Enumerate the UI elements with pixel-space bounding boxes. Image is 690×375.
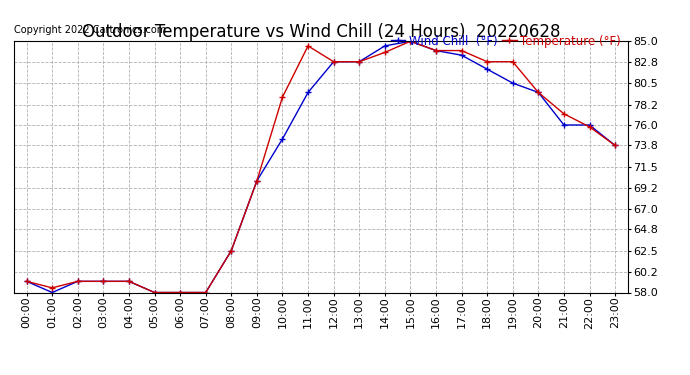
Temperature (°F)	[125, 279, 133, 284]
Temperature (°F)	[560, 112, 568, 116]
Wind Chill  (°F)	[227, 248, 235, 253]
Wind Chill  (°F)	[611, 143, 619, 148]
Wind Chill  (°F)	[585, 123, 593, 127]
Wind Chill  (°F)	[304, 90, 312, 94]
Temperature (°F)	[253, 178, 261, 183]
Wind Chill  (°F)	[483, 67, 491, 71]
Wind Chill  (°F)	[278, 137, 286, 141]
Temperature (°F)	[150, 290, 159, 295]
Wind Chill  (°F)	[48, 290, 57, 295]
Temperature (°F)	[201, 290, 210, 295]
Temperature (°F)	[432, 48, 440, 53]
Wind Chill  (°F)	[534, 90, 542, 94]
Temperature (°F)	[48, 286, 57, 290]
Temperature (°F)	[509, 60, 517, 64]
Wind Chill  (°F)	[125, 279, 133, 284]
Wind Chill  (°F)	[406, 39, 415, 44]
Wind Chill  (°F)	[560, 123, 568, 127]
Temperature (°F)	[611, 143, 619, 148]
Temperature (°F)	[278, 95, 286, 99]
Wind Chill  (°F)	[150, 290, 159, 295]
Temperature (°F)	[406, 39, 415, 44]
Temperature (°F)	[99, 279, 108, 284]
Temperature (°F)	[585, 124, 593, 129]
Wind Chill  (°F)	[509, 81, 517, 86]
Temperature (°F)	[534, 90, 542, 94]
Wind Chill  (°F)	[457, 53, 466, 57]
Temperature (°F)	[227, 248, 235, 253]
Wind Chill  (°F)	[330, 60, 338, 64]
Temperature (°F)	[330, 60, 338, 64]
Wind Chill  (°F)	[253, 178, 261, 183]
Wind Chill  (°F)	[432, 48, 440, 53]
Wind Chill  (°F)	[176, 290, 184, 295]
Line: Wind Chill  (°F): Wind Chill (°F)	[24, 39, 618, 295]
Wind Chill  (°F)	[23, 279, 31, 284]
Temperature (°F)	[23, 279, 31, 284]
Temperature (°F)	[304, 44, 312, 48]
Wind Chill  (°F)	[201, 290, 210, 295]
Temperature (°F)	[176, 290, 184, 295]
Temperature (°F)	[74, 279, 82, 284]
Temperature (°F)	[457, 48, 466, 53]
Text: Copyright 2022 Cartronics.com: Copyright 2022 Cartronics.com	[14, 25, 166, 35]
Wind Chill  (°F)	[381, 44, 389, 48]
Temperature (°F)	[381, 50, 389, 55]
Temperature (°F)	[483, 60, 491, 64]
Wind Chill  (°F)	[99, 279, 108, 284]
Title: Outdoor Temperature vs Wind Chill (24 Hours)  20220628: Outdoor Temperature vs Wind Chill (24 Ho…	[81, 23, 560, 41]
Wind Chill  (°F)	[355, 60, 364, 64]
Legend: Wind Chill  (°F), Temperature (°F): Wind Chill (°F), Temperature (°F)	[390, 33, 622, 49]
Line: Temperature (°F): Temperature (°F)	[24, 39, 618, 295]
Temperature (°F)	[355, 60, 364, 64]
Wind Chill  (°F)	[74, 279, 82, 284]
